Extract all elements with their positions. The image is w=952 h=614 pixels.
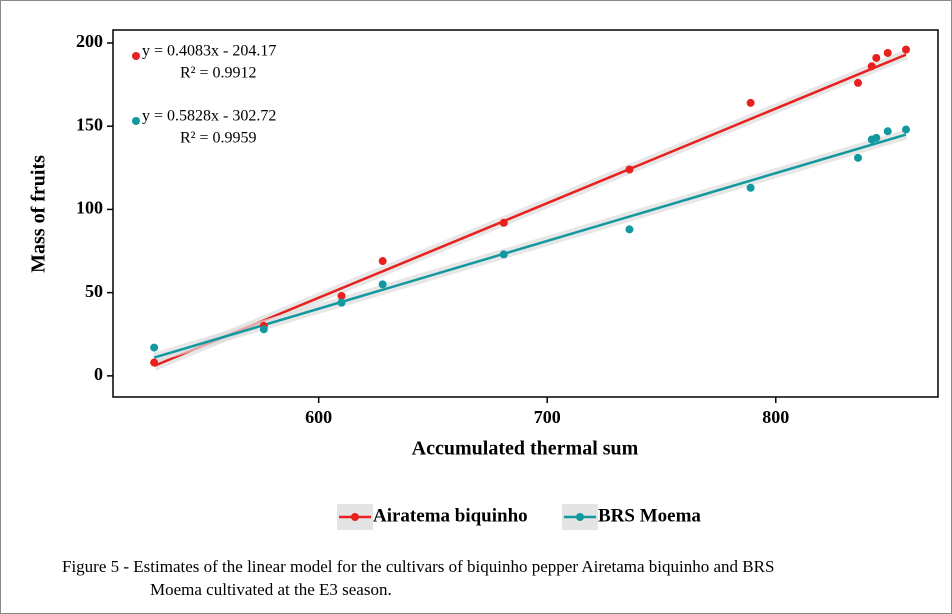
x-axis-title: Accumulated thermal sum xyxy=(412,438,639,460)
data-point xyxy=(854,78,863,87)
data-point xyxy=(625,225,634,234)
data-point xyxy=(150,358,159,367)
data-point xyxy=(337,291,346,300)
y-tick-label: 150 xyxy=(76,114,103,134)
data-point xyxy=(872,53,881,62)
y-tick-label: 50 xyxy=(85,281,103,301)
plot-frame xyxy=(112,29,939,398)
data-point xyxy=(867,62,876,71)
equation: y = 0.5828x - 302.72 xyxy=(142,108,276,125)
data-point xyxy=(378,280,387,289)
data-point xyxy=(902,125,911,134)
data-point xyxy=(378,257,387,266)
y-tick-label: 100 xyxy=(76,198,103,218)
r-squared: R² = 0.9959 xyxy=(180,130,257,147)
r-squared: R² = 0.9912 xyxy=(180,65,257,82)
x-tick-label: 800 xyxy=(762,407,789,427)
data-point xyxy=(883,127,892,136)
legend-dot xyxy=(351,513,359,521)
data-point xyxy=(150,343,159,352)
y-tick-label: 0 xyxy=(94,364,103,384)
y-tick-label: 200 xyxy=(76,31,103,51)
data-point xyxy=(746,98,755,107)
data-point xyxy=(259,325,268,334)
data-point xyxy=(854,153,863,162)
data-point xyxy=(337,298,346,307)
equation-marker xyxy=(132,52,140,60)
caption-line: Moema cultivated at the E3 season. xyxy=(150,580,392,599)
data-point xyxy=(902,45,911,54)
x-tick-label: 700 xyxy=(534,407,561,427)
caption-line: Figure 5 - Estimates of the linear model… xyxy=(62,557,774,576)
equation: y = 0.4083x - 204.17 xyxy=(142,43,276,60)
legend-dot xyxy=(576,513,584,521)
data-point xyxy=(625,165,634,174)
fit-line xyxy=(153,133,907,359)
legend-label: Airatema biquinho xyxy=(373,505,528,526)
data-point xyxy=(746,183,755,192)
data-point xyxy=(499,218,508,227)
y-axis-title: Mass of fruits xyxy=(28,155,50,273)
fit-line xyxy=(153,53,907,368)
data-point xyxy=(872,133,881,142)
data-point xyxy=(499,250,508,259)
legend-label: BRS Moema xyxy=(598,505,701,526)
data-point xyxy=(883,48,892,57)
equation-marker xyxy=(132,117,140,125)
x-tick-label: 600 xyxy=(305,407,332,427)
